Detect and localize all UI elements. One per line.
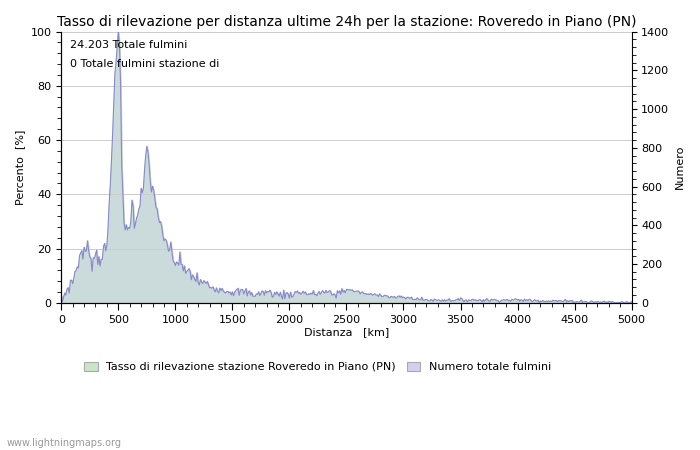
Text: 0 Totale fulmini stazione di: 0 Totale fulmini stazione di (70, 58, 219, 69)
X-axis label: Distanza   [km]: Distanza [km] (304, 327, 389, 338)
Title: Tasso di rilevazione per distanza ultime 24h per la stazione: Roveredo in Piano : Tasso di rilevazione per distanza ultime… (57, 15, 636, 29)
Legend: Tasso di rilevazione stazione Roveredo in Piano (PN), Numero totale fulmini: Tasso di rilevazione stazione Roveredo i… (80, 357, 556, 377)
Text: 24.203 Totale fulmini: 24.203 Totale fulmini (70, 40, 187, 50)
Text: www.lightningmaps.org: www.lightningmaps.org (7, 438, 122, 448)
Y-axis label: Percento  [%]: Percento [%] (15, 130, 25, 205)
Y-axis label: Numero: Numero (675, 145, 685, 189)
